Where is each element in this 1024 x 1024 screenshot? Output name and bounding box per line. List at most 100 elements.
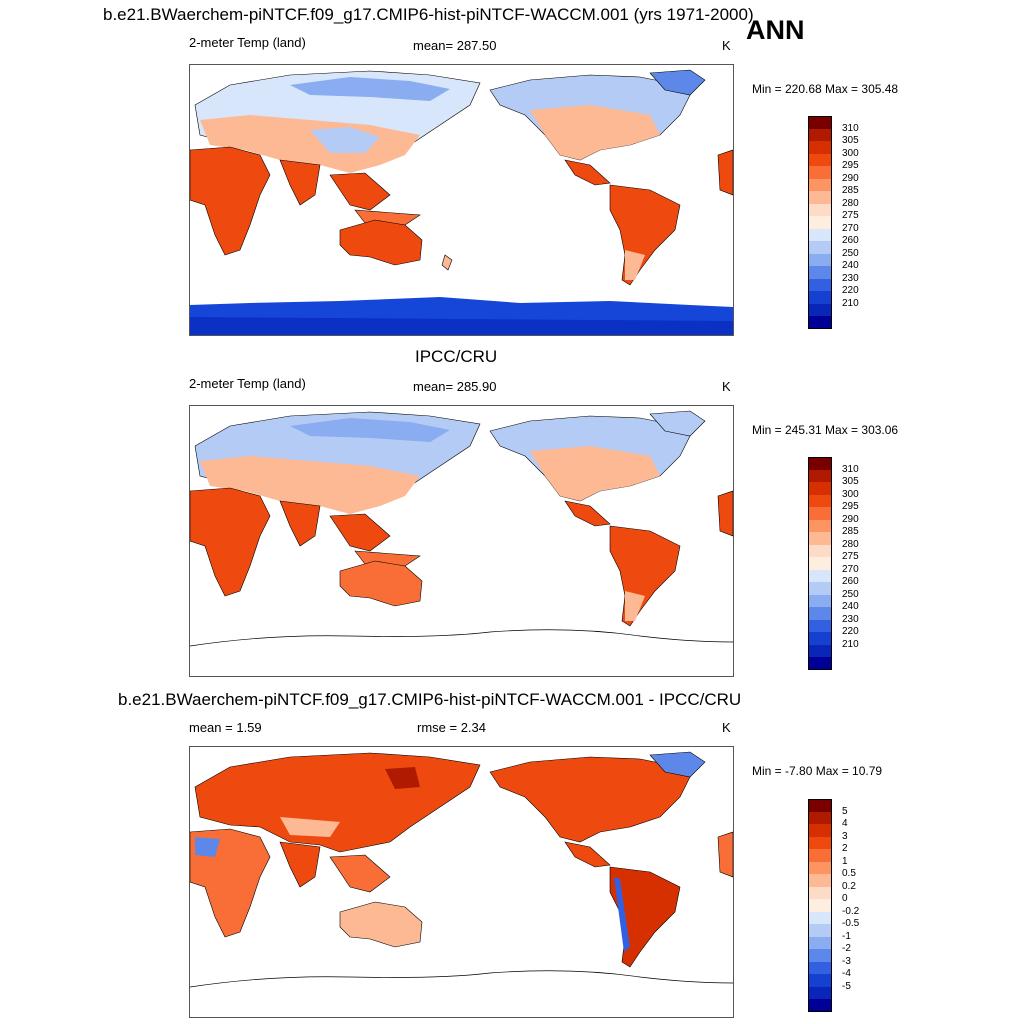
colorbar-tick-label: 285: [842, 185, 859, 197]
colorbar-tick-label: 300: [842, 147, 859, 159]
colorbar-tick-label: 305: [842, 135, 859, 147]
colorbar-tick-label: 260: [842, 235, 859, 247]
colorbar-box: [808, 178, 832, 192]
panel2-colorbar: 310 305 300 295 290 285 280 275 270 260 250 240 230 2…: [808, 457, 868, 671]
colorbar-tick-label: 280: [842, 538, 859, 550]
colorbar-tick-label: -3: [842, 955, 851, 967]
colorbar-box: [808, 924, 832, 938]
colorbar-box: [808, 657, 832, 671]
panel1-mean: mean= 287.50: [413, 38, 497, 53]
colorbar-box: [808, 999, 832, 1013]
colorbar-box: [808, 849, 832, 863]
panel3-minmax: Min = -7.80 Max = 10.79: [752, 764, 883, 778]
colorbar-tick-label: 220: [842, 626, 859, 638]
colorbar-tick-label: 5: [842, 805, 848, 817]
colorbar-box: [808, 986, 832, 1000]
colorbar-box: [808, 278, 832, 292]
colorbar-box: [808, 494, 832, 508]
colorbar-box: [808, 632, 832, 646]
panel3-colorbar: 5 4 3 2 1 0.5 0.2 0 -0.2 -0.5 -1 -2 -3 -4 -5: [808, 799, 868, 1013]
colorbar-box: [808, 241, 832, 255]
colorbar-tick-label: -4: [842, 968, 851, 980]
colorbar-box: [808, 569, 832, 583]
panel1-variable: 2-meter Temp (land): [189, 35, 306, 50]
panel2-variable: 2-meter Temp (land): [189, 376, 306, 391]
panel3-mean: mean = 1.59: [189, 720, 262, 735]
colorbar-tick-label: 310: [842, 122, 859, 134]
colorbar-box: [808, 266, 832, 280]
colorbar-box: [808, 166, 832, 180]
colorbar-tick-label: 270: [842, 563, 859, 575]
colorbar-tick-label: -2: [842, 943, 851, 955]
panel1-units: K: [722, 38, 731, 53]
colorbar-box: [808, 886, 832, 900]
colorbar-box: [808, 191, 832, 205]
colorbar-box: [808, 544, 832, 558]
colorbar-box: [808, 507, 832, 521]
panel3-heading: b.e21.BWaerchem-piNTCF.f09_g17.CMIP6-his…: [118, 690, 742, 709]
colorbar-box: [808, 874, 832, 888]
colorbar-box: [808, 153, 832, 167]
colorbar-box: [808, 861, 832, 875]
colorbar-box: [808, 303, 832, 317]
colorbar-box: [808, 557, 832, 571]
colorbar-tick-label: 270: [842, 222, 859, 234]
colorbar-tick-label: 260: [842, 576, 859, 588]
colorbar-tick-label: 230: [842, 613, 859, 625]
colorbar-tick-label: 0: [842, 893, 848, 905]
season-label: ANN: [746, 15, 805, 45]
panel1-minmax: Min = 220.68 Max = 305.48: [752, 82, 899, 96]
plot-title: b.e21.BWaerchem-piNTCF.f09_g17.CMIP6-his…: [103, 5, 754, 24]
colorbar-tick-label: -1: [842, 930, 851, 942]
colorbar-tick-label: 210: [842, 297, 859, 309]
colorbar-box: [808, 457, 832, 471]
colorbar-box: [808, 582, 832, 596]
colorbar-tick-label: 2: [842, 843, 848, 855]
colorbar-tick-label: 1: [842, 855, 848, 867]
colorbar-box: [808, 482, 832, 496]
colorbar-box: [808, 594, 832, 608]
colorbar-tick-label: 0.5: [842, 868, 856, 880]
colorbar-box: [808, 911, 832, 925]
colorbar-box: [808, 799, 832, 813]
colorbar-box: [808, 316, 832, 330]
colorbar-box: [808, 949, 832, 963]
colorbar-tick-label: 290: [842, 513, 859, 525]
colorbar-box: [808, 961, 832, 975]
colorbar-tick-label: 240: [842, 601, 859, 613]
panel2-map: [189, 405, 734, 677]
colorbar-tick-label: 285: [842, 526, 859, 538]
panel2-minmax: Min = 245.31 Max = 303.06: [752, 423, 899, 437]
colorbar-tick-label: 3: [842, 830, 848, 842]
colorbar-tick-label: 275: [842, 210, 859, 222]
colorbar-tick-label: 230: [842, 272, 859, 284]
colorbar-box: [808, 203, 832, 217]
panel2-units: K: [722, 379, 731, 394]
colorbar-tick-label: 295: [842, 160, 859, 172]
colorbar-box: [808, 253, 832, 267]
colorbar-box: [808, 532, 832, 546]
colorbar-box: [808, 607, 832, 621]
panel3-map: [189, 746, 734, 1018]
colorbar-box: [808, 228, 832, 242]
colorbar-tick-label: 290: [842, 172, 859, 184]
colorbar-box: [808, 811, 832, 825]
panel3-units: K: [722, 720, 731, 735]
colorbar-tick-label: 210: [842, 638, 859, 650]
panel3-rmse: rmse = 2.34: [417, 720, 487, 735]
colorbar-box: [808, 836, 832, 850]
colorbar-box: [808, 128, 832, 142]
colorbar-tick-label: 280: [842, 197, 859, 209]
colorbar-tick-label: -0.5: [842, 918, 860, 930]
colorbar-box: [808, 619, 832, 633]
panel1-map: [189, 64, 734, 336]
colorbar-box: [808, 116, 832, 130]
panel2-mean: mean= 285.90: [413, 379, 497, 394]
panel1-colorbar: 310 305 300 295 290 285 280 275 270 260 250 240 230 2…: [808, 116, 868, 330]
colorbar-tick-label: 310: [842, 463, 859, 475]
colorbar-tick-label: 240: [842, 260, 859, 272]
panel2-heading: IPCC/CRU: [415, 347, 498, 366]
colorbar-tick-label: 295: [842, 501, 859, 513]
colorbar-box: [808, 824, 832, 838]
colorbar-tick-label: 220: [842, 285, 859, 297]
